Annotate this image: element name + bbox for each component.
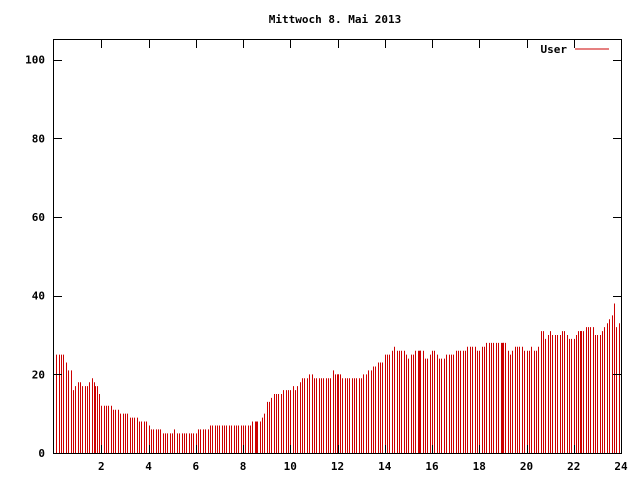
x-tick-label: 12 — [331, 460, 344, 473]
bar-highlight — [502, 342, 504, 453]
bar-highlight — [419, 350, 421, 453]
bar-highlight — [580, 331, 582, 453]
y-tick-label: 40 — [32, 290, 45, 303]
x-tick-label: 6 — [192, 460, 199, 473]
y-tick-label: 80 — [32, 132, 45, 145]
x-tick-label: 22 — [567, 460, 580, 473]
y-tick-label: 60 — [32, 211, 45, 224]
x-tick-label: 14 — [378, 460, 392, 473]
bar-highlight — [337, 374, 339, 453]
x-tick-label: 24 — [614, 460, 628, 473]
x-tick-label: 20 — [520, 460, 533, 473]
legend-label-user: User — [541, 43, 568, 56]
x-tick-label: 18 — [473, 460, 486, 473]
chart-title: Mittwoch 8. Mai 2013 — [269, 13, 401, 26]
bar-series-user — [56, 303, 622, 453]
x-tick-label: 16 — [425, 460, 439, 473]
x-axis: 2 4 6 8 10 12 14 16 18 20 22 24 — [98, 40, 628, 473]
y-tick-label: 100 — [25, 54, 45, 67]
x-tick-label: 4 — [145, 460, 152, 473]
y-axis: 0 20 40 60 80 100 — [25, 54, 621, 460]
y-tick-label: 20 — [32, 368, 45, 381]
x-tick-label: 2 — [98, 460, 105, 473]
bar-highlight — [256, 421, 258, 453]
x-tick-label: 8 — [240, 460, 247, 473]
legend: User — [541, 43, 609, 56]
y-tick-label: 0 — [38, 447, 45, 460]
x-tick-label: 10 — [284, 460, 297, 473]
bar-highlight — [94, 386, 96, 453]
plot-frame — [53, 39, 622, 454]
